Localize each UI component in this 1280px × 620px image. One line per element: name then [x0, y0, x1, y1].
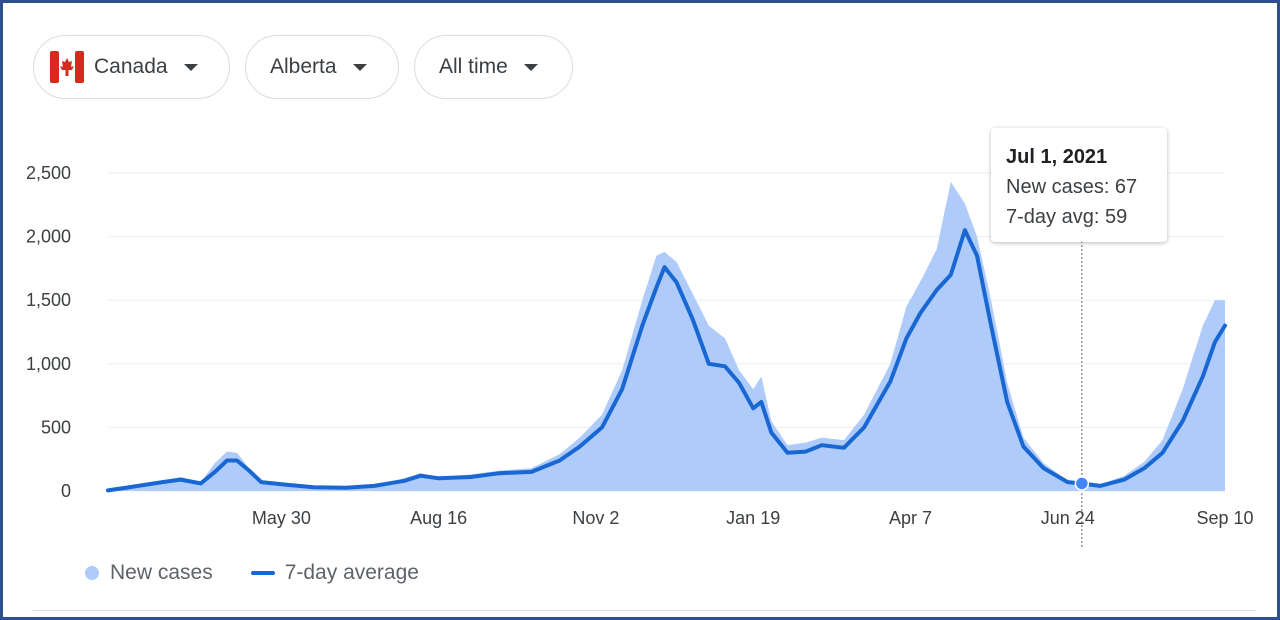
tooltip-avg: 7-day avg: 59: [1006, 206, 1128, 228]
y-tick-label: 2,000: [26, 227, 71, 247]
canada-flag-icon: [50, 51, 84, 83]
y-tick-label: 0: [61, 481, 71, 501]
y-tick-label: 2,500: [26, 163, 71, 183]
legend-avg-swatch: [250, 571, 275, 575]
x-tick-label: Nov 2: [572, 508, 619, 528]
legend-avg-label: 7-day average: [284, 561, 419, 584]
range-dropdown[interactable]: All time: [414, 35, 573, 99]
y-tick-label: 500: [41, 417, 71, 437]
country-label: Canada: [94, 55, 168, 78]
cases-chart[interactable]: 0 500 1,000 1,500 2,000 2,500 May 30 Aug 16 Nov …: [3, 3, 1277, 617]
hover-point: [1074, 476, 1090, 491]
x-tick-label: Apr 7: [889, 508, 932, 528]
chart-tooltip: Jul 1, 2021 New cases: 67 7-day avg: 59: [991, 128, 1167, 242]
x-tick-label: Sep 10: [1196, 508, 1253, 528]
region-label: Alberta: [270, 55, 337, 78]
caret-down-icon: [523, 63, 538, 71]
new-cases-bars: [108, 181, 1225, 491]
country-dropdown[interactable]: Canada: [33, 35, 230, 99]
caret-down-icon: [183, 63, 198, 71]
range-label: All time: [439, 55, 508, 78]
y-tick-label: 1,000: [26, 354, 71, 374]
chart-legend: New cases 7-day average: [85, 559, 419, 587]
tooltip-date: Jul 1, 2021: [1006, 146, 1108, 168]
region-dropdown[interactable]: Alberta: [245, 35, 399, 99]
caret-down-icon: [352, 63, 367, 71]
x-tick-label: May 30: [252, 508, 311, 528]
legend-new-cases-label: New cases: [110, 561, 213, 584]
tooltip-new-cases: New cases: 67: [1006, 176, 1138, 198]
x-tick-label: Aug 16: [410, 508, 467, 528]
divider: [33, 610, 1255, 611]
x-tick-label: Jan 19: [726, 508, 780, 528]
legend-new-cases-swatch: [85, 566, 99, 580]
x-tick-label: Jun 24: [1041, 508, 1095, 528]
y-tick-label: 1,500: [26, 290, 71, 310]
avg-line: [106, 228, 1227, 493]
